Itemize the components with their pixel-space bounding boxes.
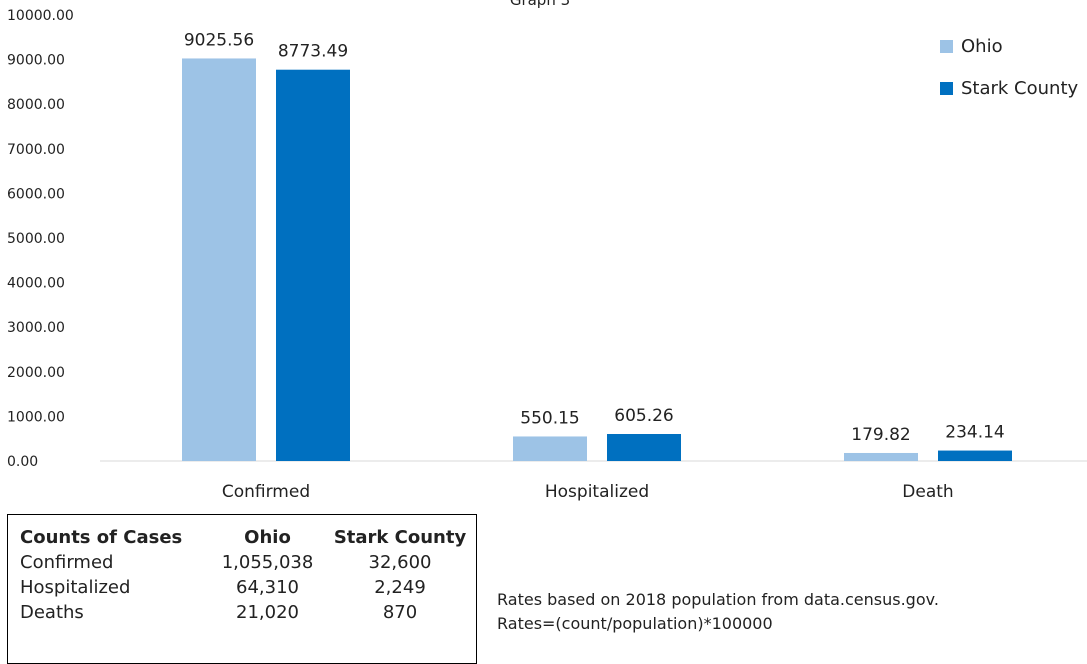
y-tick-label: 0.00 xyxy=(7,454,38,470)
y-tick-label: 9000.00 xyxy=(7,53,65,69)
stark-count: 32,600 xyxy=(368,552,432,573)
rates-note-line-1: Rates based on 2018 population from data… xyxy=(497,590,939,609)
data-label-stark-county-death: 234.14 xyxy=(945,423,1004,443)
category-labels-group: Confirmed Hospitalized Death xyxy=(222,482,954,502)
legend-swatch-stark-county xyxy=(940,81,953,95)
row-label: Deaths xyxy=(20,602,84,623)
category-label-death: Death xyxy=(902,482,953,502)
legend-label-stark-county: Stark County xyxy=(961,77,1079,99)
category-label-hospitalized: Hospitalized xyxy=(545,482,649,502)
table-row: Confirmed 1,055,038 32,600 xyxy=(20,550,470,575)
row-label: Confirmed xyxy=(20,552,114,573)
y-tick-label: 3000.00 xyxy=(7,320,65,336)
legend: Ohio Stark County xyxy=(940,34,1078,118)
y-tick-label: 1000.00 xyxy=(7,409,65,425)
data-label-stark-county-confirmed: 8773.49 xyxy=(278,42,348,62)
counts-table-box: Counts of Cases Ohio Stark County Confir… xyxy=(7,514,477,664)
legend-item-stark-county: Stark County xyxy=(940,76,1078,100)
data-label-ohio-hospitalized: 550.15 xyxy=(520,408,579,428)
stark-count: 870 xyxy=(382,602,418,623)
category-label-confirmed: Confirmed xyxy=(222,482,310,502)
chart-title: Graph 3 xyxy=(510,0,570,9)
data-label-stark-county-hospitalized: 605.26 xyxy=(614,406,673,426)
bar-chart: Graph 3 0.00 1000.00 2000.00 3000.00 4000.00… xyxy=(7,0,1087,502)
bars-group xyxy=(182,58,1012,462)
counts-table-header-row: Counts of Cases Ohio Stark County xyxy=(20,525,470,550)
y-tick-label: 4000.00 xyxy=(7,276,65,292)
ohio-count: 1,055,038 xyxy=(221,552,314,573)
header-ohio: Ohio xyxy=(244,527,291,548)
rates-note-line-2: Rates=(count/population)*100000 xyxy=(497,614,773,633)
y-tick-label: 6000.00 xyxy=(7,186,65,202)
ohio-count: 64,310 xyxy=(236,577,299,598)
bar-ohio-confirmed xyxy=(182,58,256,462)
bar-ohio-hospitalized xyxy=(513,436,587,461)
bar-ohio-death xyxy=(844,452,918,461)
bar-stark-county-hospitalized xyxy=(607,434,681,461)
y-tick-label: 10000.00 xyxy=(7,8,74,24)
rates-note: Rates based on 2018 population from data… xyxy=(497,588,939,636)
row-label: Hospitalized xyxy=(20,577,131,598)
y-tick-label: 7000.00 xyxy=(7,142,65,158)
legend-item-ohio: Ohio xyxy=(940,34,1078,58)
stark-count: 2,249 xyxy=(374,577,426,598)
data-label-ohio-death: 179.82 xyxy=(851,425,910,445)
counts-table: Counts of Cases Ohio Stark County Confir… xyxy=(20,525,470,625)
bar-stark-county-confirmed xyxy=(276,69,350,462)
y-axis-ticks: 0.00 1000.00 2000.00 3000.00 4000.00 5000.00 6… xyxy=(7,8,74,470)
y-tick-label: 2000.00 xyxy=(7,365,65,381)
bar-stark-county-death xyxy=(938,450,1012,461)
legend-swatch-ohio xyxy=(940,39,953,53)
y-tick-label: 8000.00 xyxy=(7,97,65,113)
legend-label-ohio: Ohio xyxy=(961,35,1003,57)
table-row: Hospitalized 64,310 2,249 xyxy=(20,575,470,600)
data-labels-group: 9025.56 8773.49 550.15 605.26 179.82 234.14 xyxy=(184,30,1005,445)
table-row: Deaths 21,020 870 xyxy=(20,600,470,625)
header-stark-county: Stark County xyxy=(333,527,467,548)
header-counts-of-cases: Counts of Cases xyxy=(20,527,183,548)
ohio-count: 21,020 xyxy=(236,602,299,623)
data-label-ohio-confirmed: 9025.56 xyxy=(184,30,254,50)
y-tick-label: 5000.00 xyxy=(7,231,65,247)
